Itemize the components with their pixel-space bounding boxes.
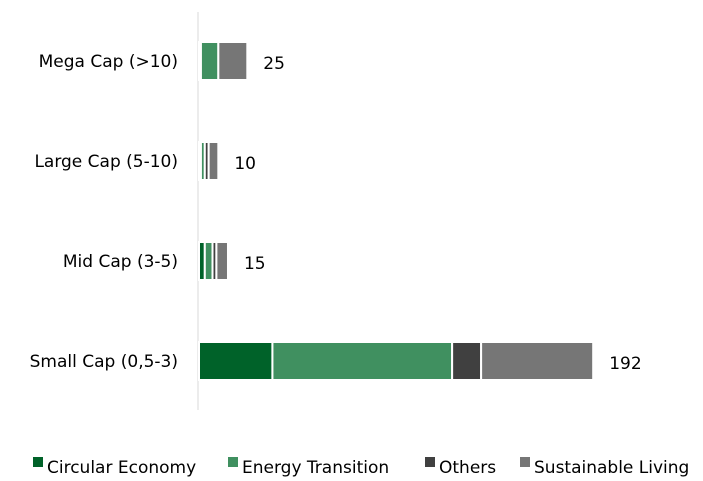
- bars-layer: [198, 41, 595, 381]
- category-label: Mega Cap (>10): [39, 52, 178, 72]
- legend-label: Others: [439, 458, 496, 477]
- total-label: 10: [234, 154, 256, 174]
- legend-label: Circular Economy: [47, 458, 196, 477]
- category-label: Mid Cap (3-5): [63, 252, 178, 272]
- bar-segment-sustainable-living: [480, 341, 595, 381]
- legend-label: Energy Transition: [242, 458, 389, 477]
- bar-segment-energy-transition: [203, 241, 214, 281]
- bar-segment-sustainable-living: [217, 41, 249, 81]
- total-label: 25: [263, 54, 285, 74]
- legend-swatch: [33, 457, 43, 467]
- bar-segment-energy-transition: [271, 341, 454, 381]
- total-label: 15: [244, 254, 266, 274]
- category-label: Large Cap (5-10): [34, 152, 178, 172]
- bar-segment-circular-economy: [198, 341, 274, 381]
- category-label: Small Cap (0,5-3): [30, 352, 178, 372]
- bar-segment-sustainable-living: [215, 241, 229, 281]
- legend-swatch: [520, 457, 530, 467]
- bar-segment-sustainable-living: [207, 141, 220, 181]
- legend-swatch: [425, 457, 435, 467]
- bar-segment-others: [451, 341, 483, 381]
- bar-segment-energy-transition: [199, 41, 220, 81]
- labels-layer: Mega Cap (>10) 25 Large Cap (5-10) 10 Mid Ca…: [30, 52, 642, 374]
- legend-swatch: [228, 457, 238, 467]
- legend-label: Sustainable Living: [534, 458, 689, 477]
- total-label: 192: [609, 354, 641, 374]
- legend: Circular Economy Energy Transition Others S…: [33, 457, 689, 478]
